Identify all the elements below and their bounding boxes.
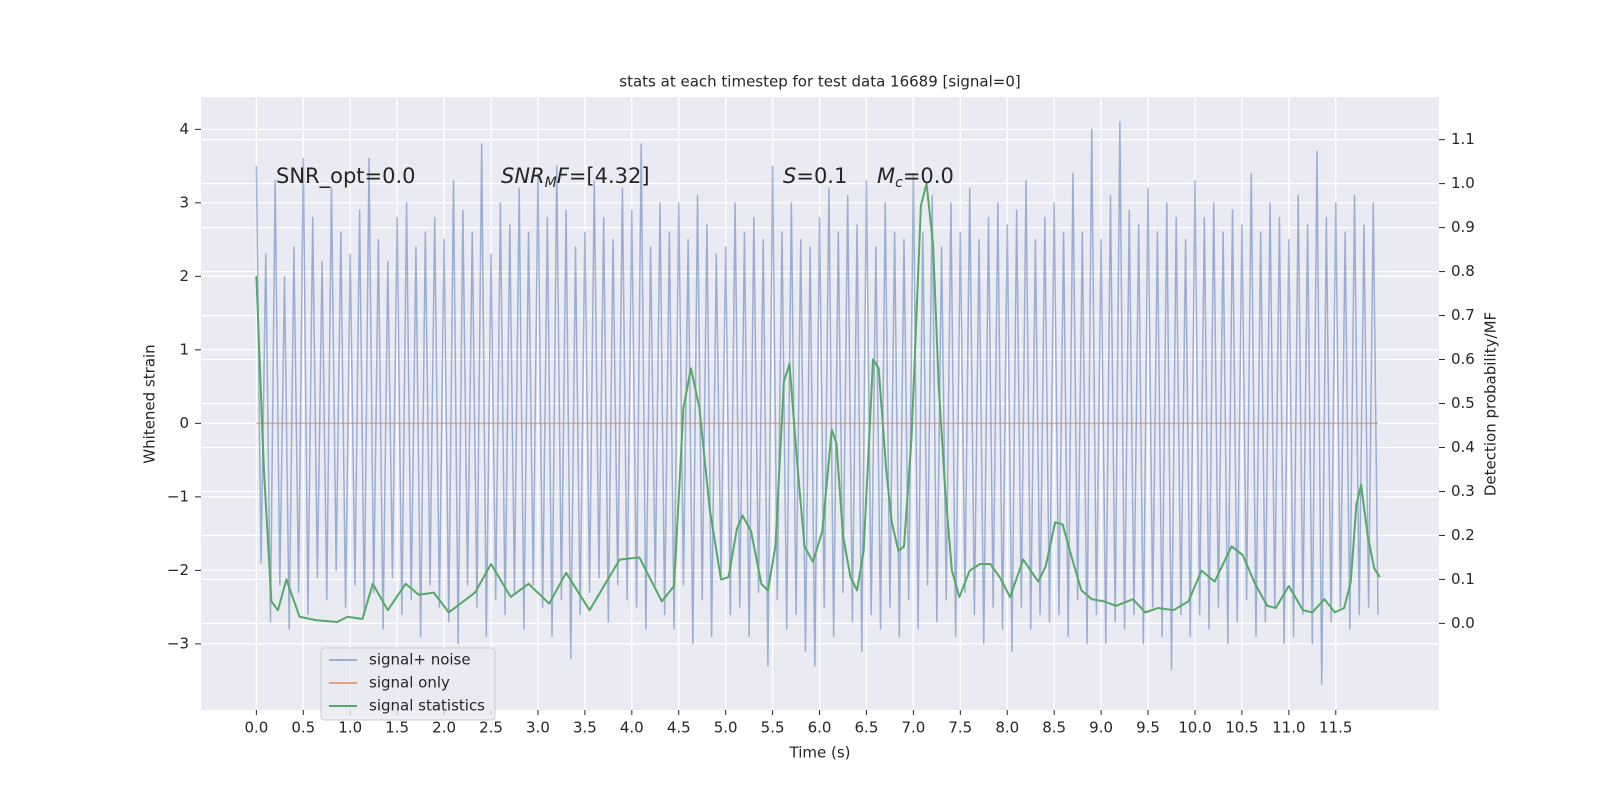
x-tick-label: 5.0 (714, 719, 738, 737)
x-tick-label: 2.0 (432, 719, 456, 737)
y-tick-label: 1 (179, 340, 189, 358)
annotation-part: SNR (501, 164, 545, 188)
x-tick-label: 11.0 (1272, 719, 1305, 737)
x-tick-label: 9.5 (1136, 719, 1160, 737)
x-tick-label: 4.0 (620, 719, 644, 737)
series-line (255, 182, 1381, 624)
x-tick-label: 0.0 (244, 719, 268, 737)
x-tick-label: 5.5 (761, 719, 785, 737)
x-tick-label: 2.5 (479, 719, 503, 737)
y2-tick-label: 0.5 (1451, 394, 1475, 412)
annotation-part: M (545, 175, 557, 191)
x-axis-label: Time (s) (789, 744, 851, 762)
x-tick-label: 10.5 (1225, 719, 1258, 737)
x-tick-label: 7.0 (901, 719, 925, 737)
y-tick-label: −2 (167, 561, 189, 579)
annotation-part: SNR_opt=0.0 (276, 164, 416, 189)
y2-tick-label: 1.0 (1451, 174, 1475, 192)
legend-label: signal statistics (369, 697, 485, 715)
x-tick-label: 6.5 (855, 719, 879, 737)
y2-tick-label: 0.8 (1451, 262, 1475, 280)
legend-label: signal only (369, 674, 450, 692)
x-tick-label: 8.0 (995, 719, 1019, 737)
x-tick-label: 3.5 (573, 719, 597, 737)
series-line (255, 121, 1379, 686)
y2-tick-label: 0.7 (1451, 306, 1475, 324)
legend-box (320, 647, 496, 721)
y2-tick-label: 0.0 (1451, 614, 1475, 632)
annotation: S=0.1 (783, 164, 847, 188)
y2-tick-label: 0.3 (1451, 482, 1475, 500)
y-tick-label: −3 (167, 634, 189, 652)
y2-tick-label: 0.9 (1451, 218, 1475, 236)
y-tick-label: 4 (179, 120, 189, 138)
x-tick-label: 3.0 (526, 719, 550, 737)
x-tick-label: 1.5 (385, 719, 409, 737)
y2-tick-label: 0.2 (1451, 526, 1475, 544)
annotation-part: M (877, 164, 895, 188)
x-tick-label: 8.5 (1042, 719, 1066, 737)
x-tick-label: 10.0 (1178, 719, 1211, 737)
annotation: Mc=0.0 (877, 164, 954, 191)
annotation-part: =[4.32] (569, 164, 650, 188)
y-tick-label: 3 (179, 193, 189, 211)
x-tick-label: 7.5 (948, 719, 972, 737)
y-tick-label: −1 (167, 487, 189, 505)
y2-axis-label: Detection probability/MF (1482, 312, 1500, 496)
y2-tick-label: 0.6 (1451, 350, 1475, 368)
y-axis-label: Whitened strain (141, 344, 159, 463)
x-tick-label: 9.0 (1089, 719, 1113, 737)
y-tick-label: 2 (179, 267, 189, 285)
x-tick-label: 4.5 (667, 719, 691, 737)
annotation-part: S (783, 164, 796, 188)
annotation-part: =0.0 (903, 164, 954, 188)
annotation: SNR_opt=0.0 (276, 164, 416, 189)
x-tick-label: 1.0 (338, 719, 362, 737)
chart-title: stats at each timestep for test data 166… (619, 73, 1020, 91)
x-tick-label: 6.0 (808, 719, 832, 737)
y2-tick-label: 0.4 (1451, 438, 1475, 456)
legend: signal+ noise signal only signal statistic… (320, 647, 496, 721)
annotation-part: =0.1 (796, 164, 847, 188)
annotation-part: F (557, 164, 570, 188)
y-tick-label: 0 (179, 414, 189, 432)
x-tick-label: 11.5 (1319, 719, 1352, 737)
annotation-part: c (895, 175, 903, 191)
y2-tick-label: 0.1 (1451, 570, 1475, 588)
legend-label: signal+ noise (369, 651, 471, 669)
x-tick-label: 0.5 (291, 719, 315, 737)
y2-tick-label: 1.1 (1451, 130, 1475, 148)
annotation: SNRMF=[4.32] (501, 164, 650, 191)
